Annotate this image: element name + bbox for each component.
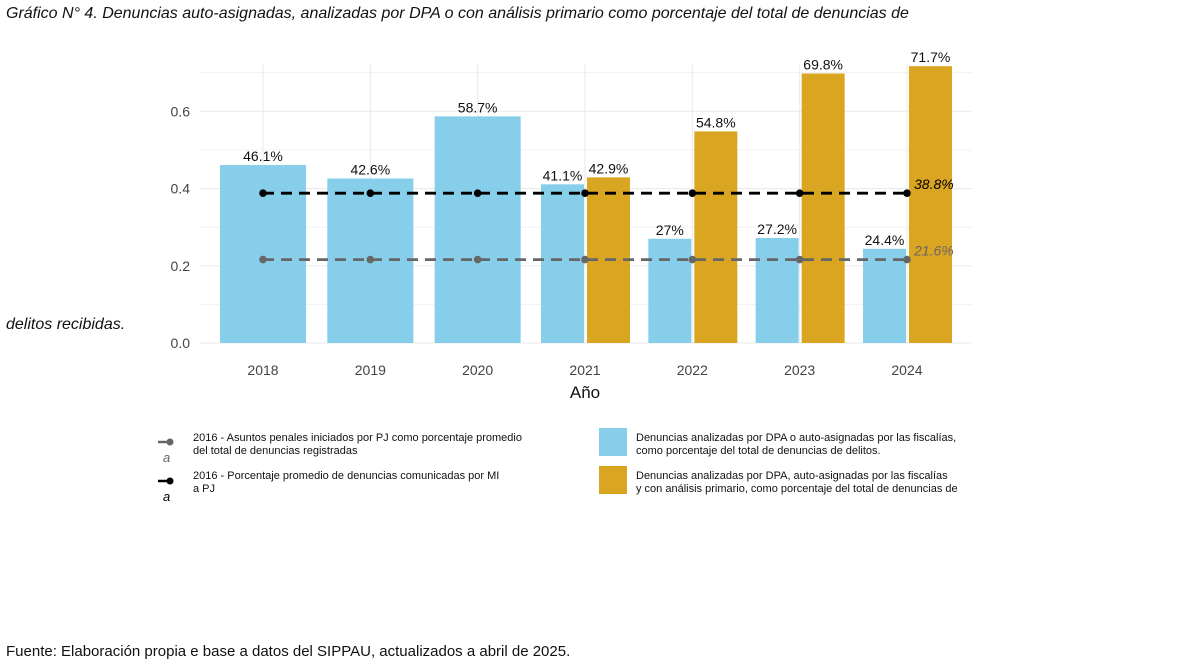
reference-value-label: 21.6% xyxy=(913,243,954,259)
reference-point xyxy=(366,189,375,197)
bar-chart: 21.6% 38.8% 46.1% 42.6% 58.7% 41.1% 42.9% 27% 5… xyxy=(158,49,972,504)
reference-point xyxy=(473,255,482,264)
reference-point xyxy=(581,255,589,264)
legend-gold-swatch xyxy=(599,466,627,494)
legend-ref-gray-label-line1: 2016 - Asuntos penales iniciados por PJ … xyxy=(193,432,522,444)
axis-layer: 0.0 0.2 0.4 0.6 2018 2019 2020 2021 2022 2023 2024 xyxy=(171,103,923,378)
legend-item-blue: Denuncias analizadas por DPA o auto-asig… xyxy=(599,428,956,457)
x-tick-label: 2024 xyxy=(891,362,922,378)
data-label-blue: 41.1% xyxy=(543,167,583,183)
data-label-blue: 42.6% xyxy=(350,162,390,178)
legend-ref-black-point-swatch xyxy=(166,477,174,485)
data-label-gold: 42.9% xyxy=(589,160,629,176)
reference-point xyxy=(688,189,697,197)
legend-ref-gray-point-swatch xyxy=(166,438,174,446)
x-tick-label: 2019 xyxy=(355,362,386,378)
reference-point xyxy=(688,255,697,264)
legend-item-gold: Denuncias analizadas por DPA, auto-asign… xyxy=(599,466,958,495)
x-tick-label: 2020 xyxy=(462,362,493,378)
data-label-blue: 27.2% xyxy=(757,221,797,237)
data-label-blue: 27% xyxy=(656,222,684,238)
bar-gold xyxy=(801,73,845,343)
data-label-blue: 58.7% xyxy=(458,99,498,115)
reference-point xyxy=(903,189,911,197)
data-label-layer: 46.1% 42.6% 58.7% 41.1% 42.9% 27% 54.8% 27.2% 69… xyxy=(243,49,950,248)
legend-gold-label-line2: y con análisis primario, como porcentaje… xyxy=(636,483,958,495)
reference-point xyxy=(259,189,267,197)
reference-value-label: 38.8% xyxy=(914,176,954,192)
bar-blue xyxy=(755,237,799,343)
legend-blue-swatch xyxy=(599,428,627,456)
x-axis-title: Año xyxy=(570,383,600,402)
y-tick-label: 0.2 xyxy=(171,258,191,274)
x-tick-label: 2021 xyxy=(569,362,600,378)
reference-point xyxy=(581,189,589,197)
legend-item-ref-gray: a 2016 - Asuntos penales iniciados por P… xyxy=(158,432,522,465)
bar-blue xyxy=(648,238,692,343)
data-label-gold: 69.8% xyxy=(803,56,843,72)
data-label-blue: 46.1% xyxy=(243,148,283,164)
bar-blue xyxy=(434,116,521,343)
legend-ref-black-label-line2: a PJ xyxy=(193,483,215,495)
data-label-gold: 71.7% xyxy=(911,49,951,65)
reference-point xyxy=(473,189,482,197)
legend-blue-label-line2: como porcentaje del total de denuncias d… xyxy=(636,445,881,457)
legend: a 2016 - Asuntos penales iniciados por P… xyxy=(158,428,958,504)
bar-layer xyxy=(220,66,952,344)
legend-ref-black-glyph: a xyxy=(163,489,170,504)
y-tick-label: 0.4 xyxy=(171,181,191,197)
legend-ref-gray-glyph: a xyxy=(163,450,170,465)
x-tick-label: 2023 xyxy=(784,362,815,378)
legend-ref-gray-label-line2: del total de denuncias registradas xyxy=(193,445,358,457)
reference-point xyxy=(259,255,267,264)
legend-item-ref-black: a 2016 - Porcentaje promedio de denuncia… xyxy=(158,470,499,504)
bar-gold xyxy=(908,66,952,344)
chart-title-continuation: delitos recibidas. xyxy=(6,316,126,333)
reference-point xyxy=(366,255,375,264)
y-tick-label: 0.6 xyxy=(171,103,191,119)
source-note: Fuente: Elaboración propia e base a dato… xyxy=(6,643,571,660)
reference-point xyxy=(795,255,804,264)
bar-blue xyxy=(862,248,906,343)
data-label-blue: 24.4% xyxy=(865,232,905,248)
chart-title: Gráfico N° 4. Denuncias auto-asignadas, … xyxy=(6,5,909,22)
legend-blue-label-line1: Denuncias analizadas por DPA o auto-asig… xyxy=(636,432,956,444)
reference-point xyxy=(795,189,804,197)
bar-blue xyxy=(540,184,584,343)
reference-line-layer: 21.6% 38.8% xyxy=(259,176,954,264)
reference-point xyxy=(903,255,911,264)
grid-layer xyxy=(200,65,972,344)
legend-gold-label-line1: Denuncias analizadas por DPA, auto-asign… xyxy=(636,470,948,482)
data-label-gold: 54.8% xyxy=(696,114,736,130)
x-tick-label: 2018 xyxy=(247,362,278,378)
bar-gold xyxy=(694,131,738,343)
y-tick-label: 0.0 xyxy=(171,335,191,351)
x-tick-label: 2022 xyxy=(677,362,708,378)
legend-ref-black-label-line1: 2016 - Porcentaje promedio de denuncias … xyxy=(193,470,499,482)
